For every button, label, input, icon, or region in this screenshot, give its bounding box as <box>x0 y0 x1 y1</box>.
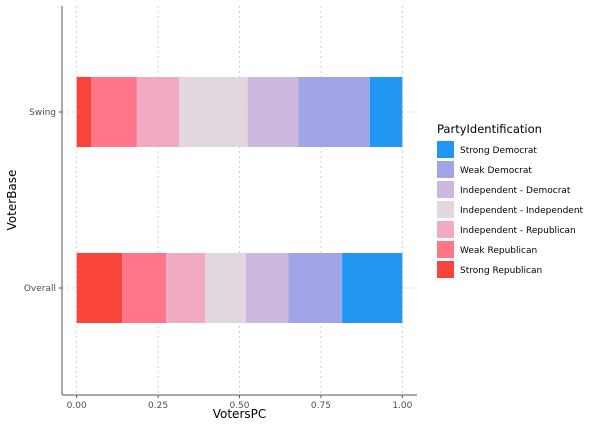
legend-label-independent-republican: Independent - Republican <box>460 226 576 236</box>
bar-overall-independent-democrat <box>246 253 289 323</box>
y-tick-label-overall: Overall <box>24 284 56 294</box>
legend-key-weak-democrat <box>437 161 454 178</box>
legend-key-independent-independent <box>437 201 454 218</box>
x-tick-label-3: 0.75 <box>311 401 331 411</box>
x-tick-label-4: 1.00 <box>392 401 412 411</box>
bar-overall-independent-republican <box>166 253 206 323</box>
bar-overall-strong-democrat <box>342 253 403 323</box>
legend-key-strong-democrat <box>437 141 454 158</box>
x-axis-title: VotersPC <box>213 407 267 421</box>
legend-label-strong-republican: Strong Republican <box>460 266 542 276</box>
bar-swing-strong-republican <box>76 77 92 147</box>
bar-swing-weak-republican <box>91 77 137 147</box>
legend-title: PartyIdentification <box>437 122 542 136</box>
bar-overall-weak-republican <box>122 253 167 323</box>
legend-label-strong-democrat: Strong Democrat <box>460 146 537 156</box>
legend-label-independent-independent: Independent - Independent <box>460 206 584 216</box>
y-axis-title: VoterBase <box>5 170 19 231</box>
bar-swing-independent-independent <box>179 77 248 147</box>
legend-label-weak-democrat: Weak Democrat <box>460 166 532 176</box>
x-tick-label-0: 0.00 <box>67 401 87 411</box>
bar-overall-weak-democrat <box>288 253 343 323</box>
bar-swing-independent-republican <box>136 77 180 147</box>
legend-label-weak-republican: Weak Republican <box>460 246 537 256</box>
bar-overall-independent-independent <box>205 253 247 323</box>
bar-swing-weak-democrat <box>298 77 370 147</box>
x-tick-label-2: 0.50 <box>229 401 249 411</box>
legend-label-independent-democrat: Independent - Democrat <box>460 186 571 196</box>
legend-key-independent-democrat <box>437 181 454 198</box>
legend-key-weak-republican <box>437 241 454 258</box>
x-tick-label-1: 0.25 <box>148 401 168 411</box>
bar-swing-strong-democrat <box>369 77 403 147</box>
bar-swing-independent-democrat <box>247 77 299 147</box>
legend-key-independent-republican <box>437 221 454 238</box>
bar-overall-strong-republican <box>76 253 123 323</box>
legend-key-strong-republican <box>437 261 454 278</box>
y-tick-label-swing: Swing <box>29 108 56 118</box>
